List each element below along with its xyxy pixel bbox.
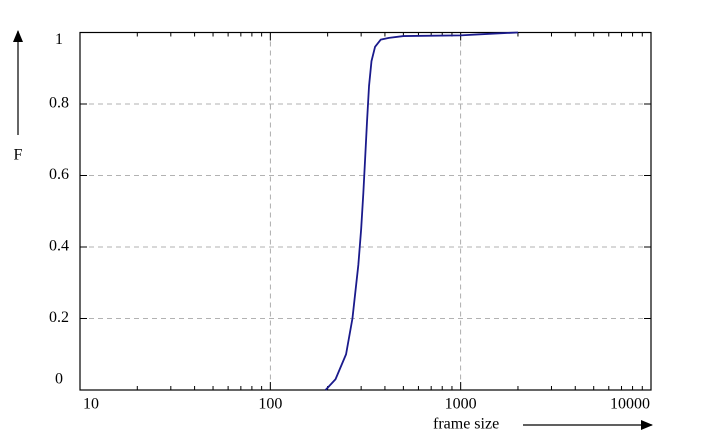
y-tick-label: 0.2	[49, 309, 69, 326]
y-axis-label: F	[14, 147, 23, 164]
x-tick-label: 10	[83, 396, 99, 413]
y-tick-label: 0.8	[49, 95, 69, 112]
x-tick-label: 10000	[610, 396, 650, 413]
plot-frame	[79, 31, 652, 391]
y-tick-label: 0.6	[49, 166, 69, 183]
x-axis-label: frame size	[433, 416, 499, 433]
y-tick-label: 1	[55, 31, 63, 48]
y-tick-label: 0.4	[49, 238, 69, 255]
x-tick-label: 100	[258, 396, 282, 413]
y-tick-label: 0	[55, 371, 63, 388]
data-line	[324, 31, 519, 391]
x-tick-label: 1000	[445, 396, 477, 413]
